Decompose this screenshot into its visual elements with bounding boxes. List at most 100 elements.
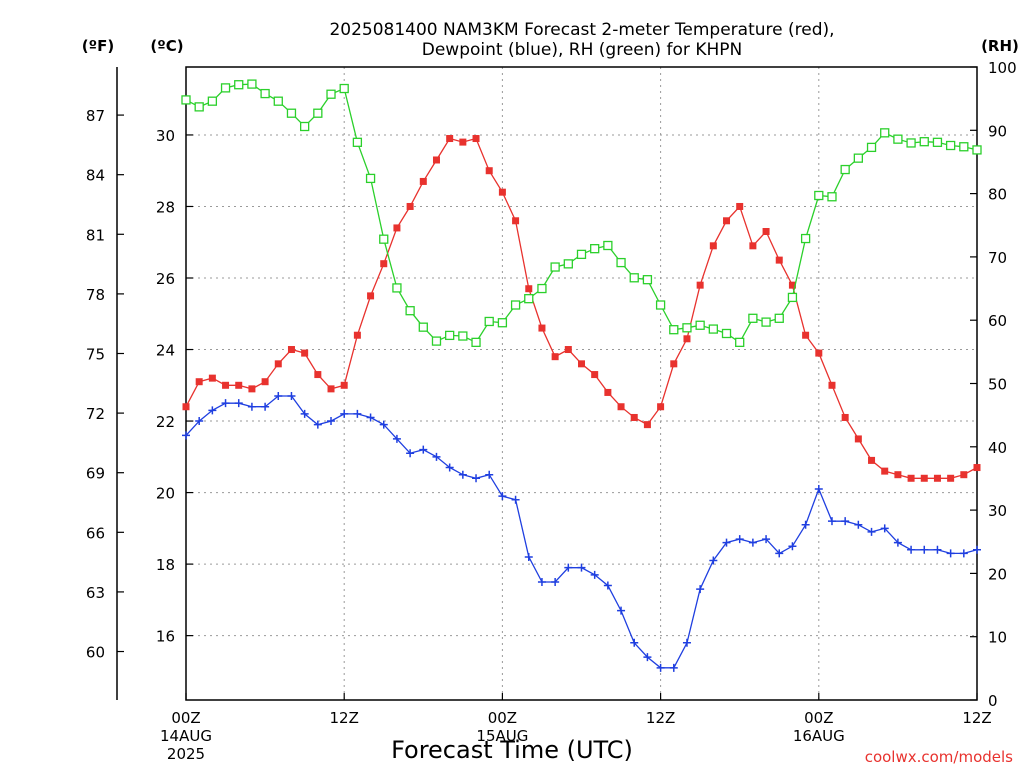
data-point-rh [919, 137, 929, 147]
data-point-rh [827, 192, 837, 202]
data-point-temperature [340, 381, 348, 389]
data-point-temperature [432, 156, 440, 164]
data-point-rh [220, 83, 231, 93]
celsius-tick-label: 20 [156, 485, 175, 503]
data-point-dewpoint [907, 545, 916, 554]
data-point-dewpoint [458, 470, 467, 479]
data-point-rh [787, 292, 798, 303]
data-point-rh [642, 275, 653, 285]
data-point-dewpoint [827, 517, 836, 526]
data-point-rh [682, 323, 692, 333]
data-point-rh [247, 79, 257, 89]
data-point-rh [510, 300, 521, 310]
data-point-dewpoint [366, 413, 375, 422]
data-point-temperature [525, 285, 533, 293]
time-tick-label: 12Z [646, 709, 675, 727]
data-point-temperature [815, 349, 823, 357]
data-point-temperature [736, 202, 744, 210]
data-point-dewpoint [234, 399, 243, 408]
data-point-temperature [709, 242, 717, 250]
data-point-dewpoint [300, 409, 309, 418]
data-point-rh [866, 142, 877, 153]
data-point-dewpoint [274, 392, 283, 401]
data-point-dewpoint [485, 470, 494, 479]
data-point-rh [524, 294, 534, 304]
data-point-rh [234, 80, 244, 90]
rh-tick-label: 0 [988, 692, 998, 710]
data-point-rh [273, 96, 283, 106]
data-point-rh [945, 140, 956, 151]
data-point-dewpoint [814, 485, 823, 493]
fahrenheit-tick-label: 78 [86, 286, 105, 304]
data-point-rh [484, 316, 494, 327]
rh-tick-label: 100 [988, 59, 1017, 77]
data-point-temperature [670, 360, 678, 368]
data-point-temperature [512, 217, 520, 225]
data-point-dewpoint [788, 542, 797, 551]
time-tick-label: 00Z [488, 709, 517, 727]
celsius-tick-label: 30 [156, 127, 175, 145]
data-point-dewpoint [973, 545, 981, 554]
data-point-temperature [749, 242, 757, 250]
chart-title: 2025081400 NAM3KM Forecast 2-meter Tempe… [329, 20, 834, 60]
data-point-temperature [353, 331, 361, 339]
data-point-temperature [683, 335, 691, 343]
data-point-temperature [367, 292, 375, 300]
data-point-rh [550, 262, 560, 272]
data-point-temperature [459, 138, 467, 146]
credit-text: coolwx.com/models [865, 748, 1013, 766]
data-point-temperature [578, 360, 585, 368]
data-point-dewpoint [551, 577, 560, 586]
data-point-rh [576, 249, 587, 260]
fahrenheit-tick-label: 69 [86, 465, 105, 483]
data-point-rh [431, 336, 442, 346]
fahrenheit-unit-label: (ºF) [82, 37, 114, 55]
data-point-rh [932, 137, 943, 147]
time-tick-label: 15AUG [476, 727, 528, 745]
series-temperature [182, 135, 981, 482]
fahrenheit-tick-label: 60 [86, 644, 105, 662]
data-point-rh [365, 173, 376, 184]
data-point-temperature [617, 403, 625, 411]
rh-unit-label: (RH) [981, 37, 1019, 55]
fahrenheit-tick-label: 66 [86, 524, 105, 542]
data-point-dewpoint [630, 638, 639, 647]
celsius-tick-label: 24 [156, 342, 175, 360]
data-point-dewpoint [722, 538, 731, 547]
rh-tick-label: 50 [988, 376, 1007, 394]
data-point-dewpoint [261, 402, 270, 411]
data-point-temperature [327, 385, 335, 393]
data-point-rh [708, 324, 718, 334]
data-point-dewpoint [340, 409, 349, 418]
data-point-rh [655, 300, 666, 310]
data-point-dewpoint [208, 406, 217, 415]
rh-axis: 0 10 20 30 40 50 60 70 80 90 100 [970, 59, 1017, 710]
data-point-temperature [828, 381, 836, 389]
data-point-temperature [472, 135, 480, 143]
data-point-dewpoint [643, 653, 652, 662]
data-point-rh [326, 89, 336, 99]
data-point-dewpoint [353, 409, 362, 418]
data-point-temperature [564, 346, 572, 354]
data-point-dewpoint [419, 445, 428, 454]
data-point-temperature [775, 256, 783, 264]
rh-tick-label: 80 [988, 186, 1007, 204]
data-point-dewpoint [735, 535, 744, 544]
data-point-dewpoint [221, 399, 230, 408]
data-point-rh [445, 330, 455, 341]
data-point-dewpoint [577, 563, 586, 572]
data-point-temperature [973, 464, 981, 472]
data-point-temperature [498, 188, 506, 196]
data-point-rh [260, 88, 270, 99]
data-point-dewpoint [313, 420, 322, 429]
data-point-rh [616, 257, 626, 268]
data-point-rh [537, 283, 547, 294]
data-point-temperature [643, 421, 651, 429]
fahrenheit-tick-label: 84 [86, 167, 105, 185]
data-point-temperature [762, 228, 770, 236]
data-point-temperature [274, 360, 282, 368]
data-point-dewpoint [841, 517, 850, 526]
rh-tick-label: 70 [988, 249, 1007, 267]
